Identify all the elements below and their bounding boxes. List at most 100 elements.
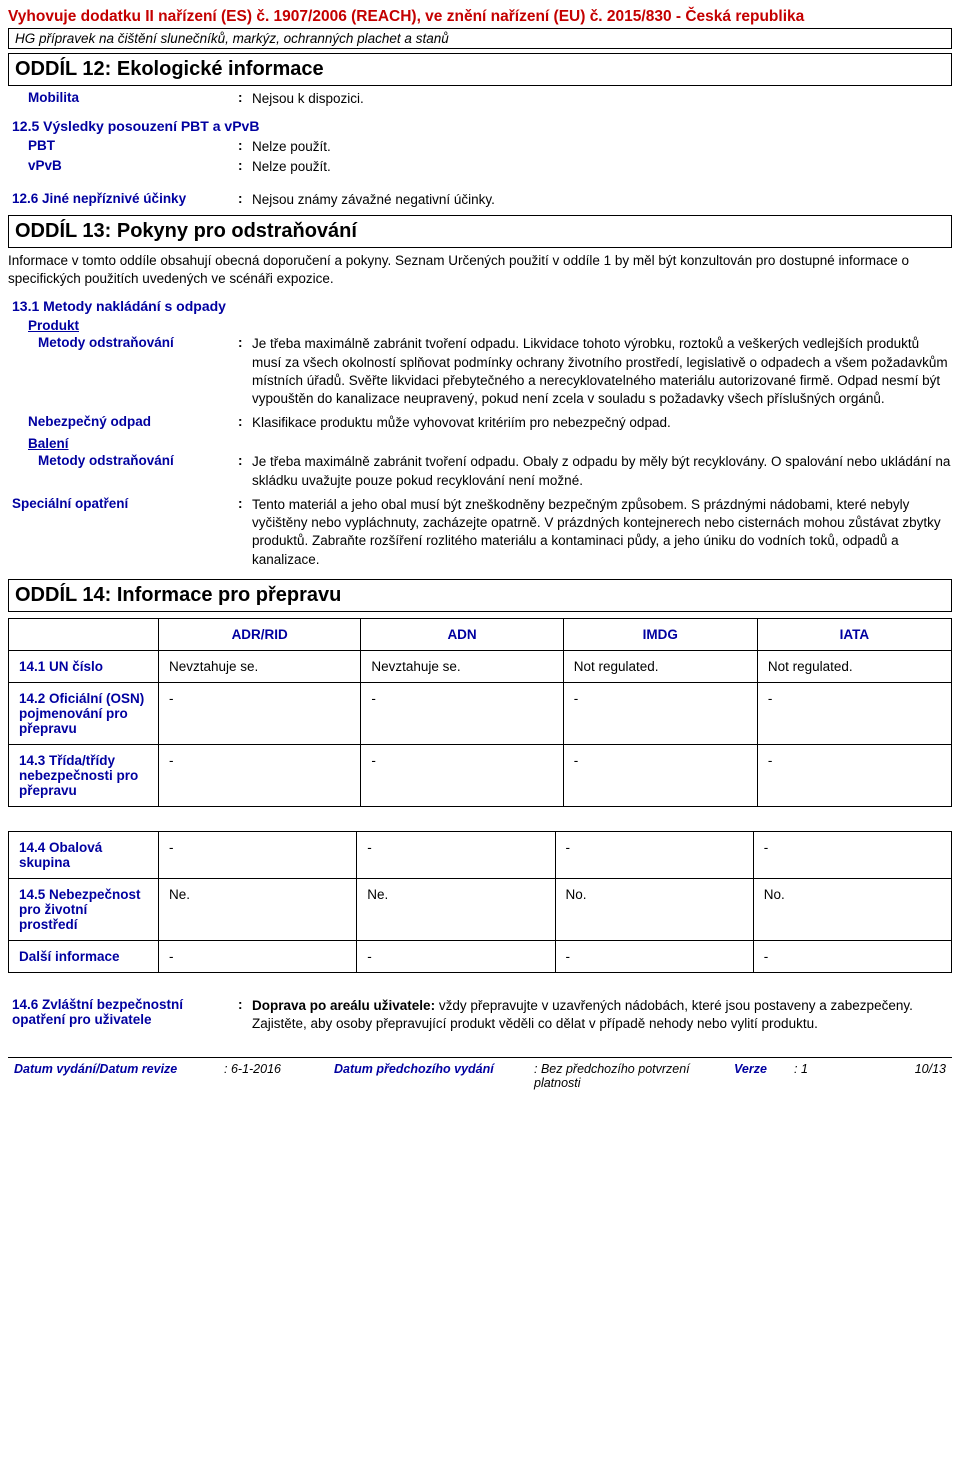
produkt-heading: Produkt — [28, 318, 952, 333]
metody-2-label: Metody odstraňování — [38, 453, 238, 468]
table-row: 14.3 Třída/třídy nebezpečnosti pro přepr… — [9, 744, 952, 806]
product-name: HG přípravek na čištění slunečníků, mark… — [15, 31, 449, 46]
row-14-4-label: 14.4 Obalová skupina — [9, 831, 159, 878]
col-adr-rid: ADR/RID — [159, 618, 361, 650]
section-13-box: ODDÍL 13: Pokyny pro odstraňování — [8, 215, 952, 248]
pbt-row: PBT : Nelze použít. — [28, 138, 952, 156]
pbt-label: PBT — [28, 138, 238, 153]
cell: No. — [753, 878, 951, 940]
vpvb-label: vPvB — [28, 158, 238, 173]
footer-page-number: 10/13 — [915, 1062, 946, 1076]
metody-odstranovani-2-row: Metody odstraňování : Je třeba maximálně… — [38, 453, 952, 489]
nebezpecny-odpad-row: Nebezpečný odpad : Klasifikace produktu … — [28, 414, 952, 432]
section-12-box: ODDÍL 12: Ekologické informace — [8, 53, 952, 86]
nebezpecny-odpad-label: Nebezpečný odpad — [28, 414, 238, 429]
table-row: 14.2 Oficiální (OSN) pojmenování pro pře… — [9, 682, 952, 744]
sub-12-6-value: Nejsou známy závažné negativní účinky. — [252, 191, 952, 209]
footer-version-value: 1 — [801, 1062, 808, 1076]
row-14-5-label: 14.5 Nebezpečnost pro životní prostředí — [9, 878, 159, 940]
cell: No. — [555, 878, 753, 940]
baleni-heading: Balení — [28, 436, 952, 451]
transport-table-1: ADR/RID ADN IMDG IATA 14.1 UN číslo Nevz… — [8, 618, 952, 807]
page-footer: Datum vydání/Datum revize : 6-1-2016 Dat… — [8, 1057, 952, 1090]
cell: - — [361, 744, 563, 806]
cell: - — [753, 831, 951, 878]
cell: - — [757, 682, 951, 744]
cell: - — [555, 940, 753, 972]
cell: Not regulated. — [757, 650, 951, 682]
row-dalsi-informace-label: Další informace — [9, 940, 159, 972]
sub-14-6-label: 14.6 Zvláštní bezpečnostní opatření pro … — [12, 997, 238, 1027]
colon: : — [238, 158, 252, 173]
cell: Ne. — [159, 878, 357, 940]
product-box: HG přípravek na čištění slunečníků, mark… — [8, 28, 952, 49]
cell: Nevztahuje se. — [361, 650, 563, 682]
footer-version-label: Verze — [734, 1062, 767, 1076]
specialni-opatreni-label: Speciální opatření — [12, 496, 238, 511]
sub-12-5: 12.5 Výsledky posouzení PBT a vPvB — [12, 118, 952, 134]
mobility-value: Nejsou k dispozici. — [252, 90, 952, 108]
regulation-header: Vyhovuje dodatku II nařízení (ES) č. 190… — [8, 8, 952, 26]
specialni-opatreni-value: Tento materiál a jeho obal musí být zneš… — [252, 496, 952, 569]
section-12-title: ODDÍL 12: Ekologické informace — [15, 58, 945, 81]
colon: : — [534, 1062, 541, 1076]
colon: : — [238, 335, 252, 350]
col-imdg: IMDG — [563, 618, 757, 650]
sub-14-6-bold: Doprava po areálu uživatele: — [252, 998, 435, 1013]
metody-2-value: Je třeba maximálně zabránit tvoření odpa… — [252, 453, 952, 489]
col-iata: IATA — [757, 618, 951, 650]
col-adn: ADN — [361, 618, 563, 650]
colon: : — [794, 1062, 801, 1076]
colon: : — [238, 453, 252, 468]
row-14-1-label: 14.1 UN číslo — [9, 650, 159, 682]
colon: : — [238, 414, 252, 429]
cell: - — [555, 831, 753, 878]
pbt-value: Nelze použít. — [252, 138, 952, 156]
table-corner — [9, 618, 159, 650]
colon: : — [224, 1062, 231, 1076]
cell: Not regulated. — [563, 650, 757, 682]
table-row: 14.4 Obalová skupina - - - - — [9, 831, 952, 878]
metody-1-value: Je třeba maximálně zabránit tvoření odpa… — [252, 335, 952, 408]
sub-14-6-value: Doprava po areálu uživatele: vždy přepra… — [252, 997, 952, 1033]
cell: - — [159, 744, 361, 806]
section-14-box: ODDÍL 14: Informace pro přepravu — [8, 579, 952, 612]
cell: - — [563, 744, 757, 806]
sub-12-6-row: 12.6 Jiné nepříznivé účinky : Nejsou zná… — [12, 191, 952, 209]
cell: Ne. — [357, 878, 555, 940]
cell: - — [753, 940, 951, 972]
nebezpecny-odpad-value: Klasifikace produktu může vyhovovat krit… — [252, 414, 952, 432]
vpvb-value: Nelze použít. — [252, 158, 952, 176]
footer-issue-date-value: 6-1-2016 — [231, 1062, 281, 1076]
colon: : — [238, 138, 252, 153]
footer-prev-date-label: Datum předchozího vydání — [334, 1062, 494, 1076]
table-row: Další informace - - - - — [9, 940, 952, 972]
table-row: 14.5 Nebezpečnost pro životní prostředí … — [9, 878, 952, 940]
cell: - — [159, 940, 357, 972]
cell: - — [757, 744, 951, 806]
cell: - — [357, 940, 555, 972]
cell: - — [563, 682, 757, 744]
sub-14-6-row: 14.6 Zvláštní bezpečnostní opatření pro … — [12, 997, 952, 1033]
section-14-title: ODDÍL 14: Informace pro přepravu — [15, 584, 945, 607]
cell: Nevztahuje se. — [159, 650, 361, 682]
section-13-title: ODDÍL 13: Pokyny pro odstraňování — [15, 220, 945, 243]
footer-prev-date-value: Bez předchozího potvrzení platnosti — [534, 1062, 690, 1090]
cell: - — [159, 831, 357, 878]
cell: - — [357, 831, 555, 878]
section-13-intro: Informace v tomto oddíle obsahují obecná… — [8, 252, 952, 288]
sub-12-6-label: 12.6 Jiné nepříznivé účinky — [12, 191, 238, 206]
metody-odstranovani-1-row: Metody odstraňování : Je třeba maximálně… — [38, 335, 952, 408]
metody-1-label: Metody odstraňování — [38, 335, 238, 350]
colon: : — [238, 90, 252, 105]
mobility-label: Mobilita — [28, 90, 238, 105]
footer-issue-date-label: Datum vydání/Datum revize — [14, 1062, 177, 1076]
cell: - — [159, 682, 361, 744]
colon: : — [238, 496, 252, 511]
cell: - — [361, 682, 563, 744]
colon: : — [238, 191, 252, 206]
sub-13-1: 13.1 Metody nakládání s odpady — [12, 298, 952, 314]
transport-table-2: 14.4 Obalová skupina - - - - 14.5 Nebezp… — [8, 831, 952, 973]
colon: : — [238, 997, 252, 1012]
table-row: 14.1 UN číslo Nevztahuje se. Nevztahuje … — [9, 650, 952, 682]
